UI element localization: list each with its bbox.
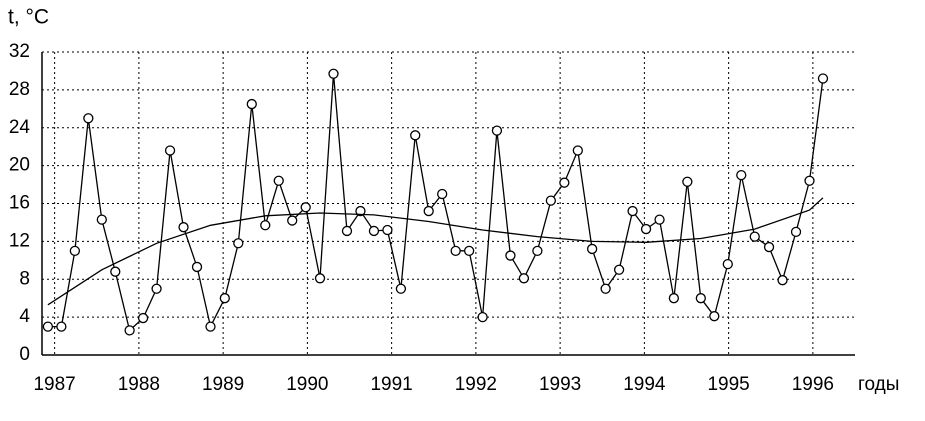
y-tick-label: 16 xyxy=(9,193,30,214)
data-point xyxy=(410,130,421,141)
data-point xyxy=(246,98,257,110)
x-tick-label: 1990 xyxy=(286,374,328,395)
data-point xyxy=(817,73,829,84)
data-point xyxy=(749,231,760,242)
data-point xyxy=(559,177,570,188)
data-point xyxy=(233,238,244,249)
data-point xyxy=(505,250,516,261)
data-point xyxy=(613,264,625,275)
data-point xyxy=(437,188,448,200)
data-point xyxy=(654,214,665,225)
data-point xyxy=(368,225,380,237)
data-point xyxy=(777,275,788,286)
x-axis-label: годы xyxy=(858,374,899,395)
x-tick-label: 1988 xyxy=(118,374,160,395)
x-tick-label: 1996 xyxy=(792,374,834,395)
x-tick-label: 1995 xyxy=(707,374,749,395)
data-point xyxy=(314,273,326,284)
y-tick-label: 8 xyxy=(19,268,30,289)
data-point xyxy=(273,175,284,186)
data-point xyxy=(600,283,611,294)
data-point xyxy=(328,68,339,79)
data-point xyxy=(341,225,353,237)
data-point xyxy=(518,273,530,284)
y-tick-label: 28 xyxy=(9,79,30,100)
data-point xyxy=(668,293,680,304)
data-point xyxy=(287,215,298,226)
data-point xyxy=(491,125,503,136)
data-point xyxy=(96,214,107,225)
data-point xyxy=(395,283,407,294)
data-point xyxy=(423,205,434,217)
data-point xyxy=(191,261,203,273)
data-point xyxy=(300,202,311,213)
data-point xyxy=(763,241,775,253)
data-point xyxy=(640,223,652,235)
y-axis-label: t, °C xyxy=(8,6,49,29)
data-point xyxy=(790,226,802,238)
data-point xyxy=(532,245,543,256)
data-point xyxy=(56,321,67,332)
data-point xyxy=(42,321,54,332)
series-line xyxy=(47,73,824,332)
data-point xyxy=(586,243,598,255)
data-point xyxy=(695,293,706,304)
data-point xyxy=(178,222,189,233)
data-point xyxy=(722,258,733,270)
y-tick-label: 12 xyxy=(9,230,30,251)
data-point xyxy=(382,224,393,236)
x-tick-label: 1991 xyxy=(370,374,412,395)
data-point xyxy=(260,220,271,231)
y-tick-label: 4 xyxy=(19,306,30,327)
data-point xyxy=(69,245,81,256)
x-tick-label: 1992 xyxy=(455,374,497,395)
x-tick-label: 1993 xyxy=(539,374,581,395)
y-tick-label: 0 xyxy=(19,344,30,365)
data-point xyxy=(151,283,162,294)
x-tick-label: 1989 xyxy=(202,374,244,395)
data-point xyxy=(164,145,176,156)
data-point xyxy=(137,312,149,324)
data-point xyxy=(83,113,94,124)
data-point xyxy=(124,325,135,336)
data-point xyxy=(736,169,747,181)
data-point xyxy=(572,145,583,156)
y-tick-label: 32 xyxy=(9,41,30,62)
series-line xyxy=(47,197,824,306)
y-tick-label: 24 xyxy=(9,117,31,138)
data-point xyxy=(355,205,366,217)
data-point xyxy=(545,195,557,206)
data-point xyxy=(205,321,216,332)
y-tick-label: 20 xyxy=(9,155,30,176)
x-tick-label: 1994 xyxy=(623,374,666,395)
data-point xyxy=(627,205,638,217)
data-point xyxy=(219,293,230,304)
data-point xyxy=(804,175,815,186)
data-point xyxy=(450,245,461,256)
data-point xyxy=(463,245,475,256)
data-point xyxy=(477,311,488,323)
data-point xyxy=(709,311,720,322)
data-point xyxy=(110,266,121,277)
x-tick-label: 1987 xyxy=(33,374,75,395)
data-point xyxy=(682,176,693,187)
